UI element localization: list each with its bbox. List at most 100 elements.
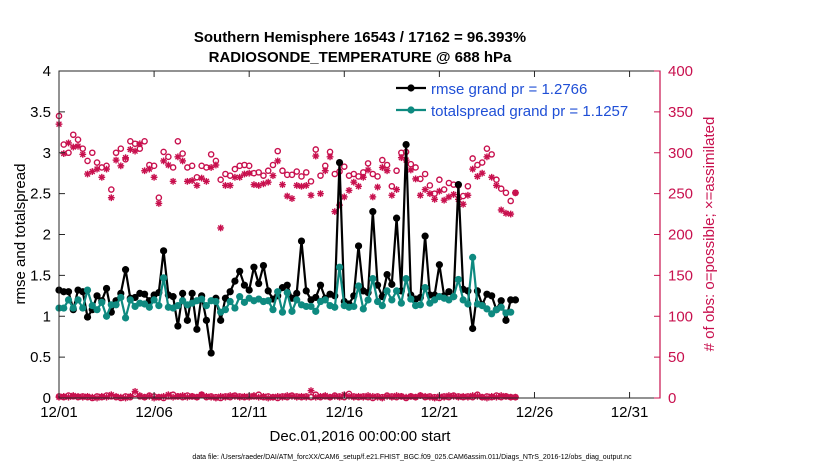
y-right-tick-label: 350 [668,104,693,121]
obs-possible-point [379,156,386,164]
rmse-point [202,316,210,324]
totalspread-point [378,302,386,310]
rmse-point [183,316,191,324]
obs-rejected-assimilated-point [374,393,381,401]
obs-rejected-assimilated-point [454,393,462,401]
obs-possible-point [217,176,224,184]
obs-assimilated-point [369,193,377,201]
obs-possible-point [497,185,505,193]
obs-assimilated-point [207,164,215,171]
totalspread-point [274,288,282,296]
totalspread-point [236,293,244,301]
obs-rejected-assimilated-point [155,393,163,401]
obs-assimilated-point [321,167,329,175]
totalspread-point [88,302,96,310]
obs-assimilated-point [279,181,286,189]
obs-rejected-assimilated-point [169,393,177,401]
obs-assimilated-point [302,182,310,189]
obs-rejected-assimilated-point [207,393,215,401]
totalspread-point [102,312,111,320]
obs-assimilated-point [241,170,248,178]
totalspread-point [283,288,291,297]
totalspread-point [402,275,410,283]
obs-rejected-assimilated-point [402,393,410,401]
rmse-point [435,261,443,269]
rmse-point [169,293,177,301]
y-right-tick-label: 250 [668,186,693,203]
totalspread-point [278,308,287,316]
axis-layer: 12/01 12/06 12/11 12/16 12/21 12/26 12/31 0 0.5 1… [30,63,693,421]
y-left-tick-label: 3.5 [30,104,51,121]
obs-assimilated-point [88,168,96,175]
series-layer [55,112,520,402]
obs-rejected-assimilated-point [126,392,134,400]
x-tick-label: 12/11 [231,404,267,421]
y-left-tick-label: 4 [43,63,51,80]
totalspread-point [469,253,477,261]
obs-possible-point [502,189,510,197]
rmse-point [64,288,73,296]
totalspread-point [307,302,315,311]
rmse-point [312,293,320,302]
rmse-point [245,286,253,294]
x-tick-label: 12/21 [421,404,459,421]
rmse-point [354,242,363,250]
obs-rejected-assimilated-point [326,393,334,401]
x-tick-label: 12/01 [40,404,78,421]
totalspread-point [497,303,505,311]
obs-rejected-assimilated-point [117,393,125,401]
obs-assimilated-point [84,170,91,178]
obs-assimilated-point [345,186,353,194]
obs-assimilated-point [103,165,110,173]
totalspread-point [354,282,363,290]
obs-possible-point [260,172,267,179]
rmse-point [335,158,344,167]
obs-assimilated-point [183,177,191,185]
obs-assimilated-point [407,166,415,174]
obs-possible-point [464,182,472,190]
totalspread-point [226,297,234,306]
chart-title: Southern Hemisphere 16543 / 17162 = 96.3… [194,29,526,46]
y-left-tick-label: 3 [43,145,51,162]
legend: rmse grand pr = 1.2766 totalspread grand… [396,81,628,120]
totalspread-point [350,302,358,311]
obs-assimilated-point [193,182,201,189]
rmse-point [188,289,196,297]
obs-rejected-assimilated-point [478,393,486,401]
obs-assimilated-point [507,210,515,218]
obs-assimilated-point [269,172,277,180]
obs-assimilated-point [483,153,491,161]
obs-assimilated-point [474,173,481,180]
obs-possible-point [207,151,215,158]
x-axis-label: Dec.01,2016 00:00:00 start [270,428,452,445]
totalspread-point [373,297,382,306]
obs-possible-point [69,131,77,139]
obs-possible-point [478,159,486,166]
obs-possible-point [312,146,320,153]
obs-possible-point [74,136,82,143]
rmse-point [469,324,477,333]
obs-assimilated-point [307,191,315,199]
obs-assimilated-point [450,191,458,198]
obs-assimilated-point [274,157,282,165]
obs-assimilated-point [65,139,72,147]
obs-possible-point [264,167,272,175]
totalspread-point [359,305,367,313]
totalspread-point [335,263,344,271]
totalspread-point [450,293,458,301]
obs-assimilated-point [426,190,434,198]
obs-rejected-assimilated-point [236,393,244,401]
totalspread-point [160,274,168,282]
rmse-point [369,208,377,216]
obs-assimilated-point [493,182,500,189]
totalspread-point [421,284,429,292]
totalspread-point [464,300,472,308]
rmse-point [193,325,201,333]
totalspread-point [288,307,296,315]
obs-assimilated-point [198,174,206,182]
totalspread-point [369,275,377,283]
obs-assimilated-point [250,181,258,189]
obs-possible-point [317,172,324,179]
totalspread-point [198,295,206,303]
obs-possible-point [421,170,429,178]
